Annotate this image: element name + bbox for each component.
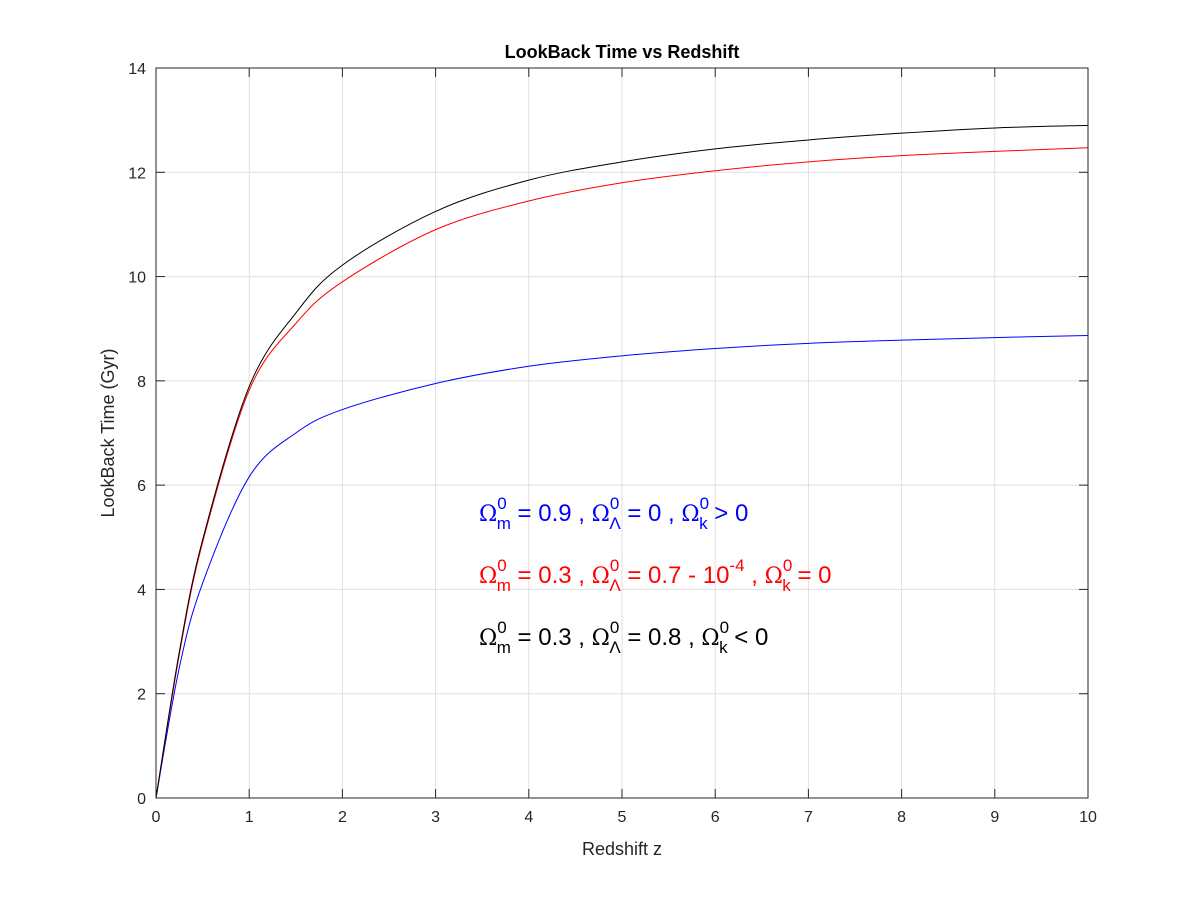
omega-symbol: Ω	[479, 502, 498, 527]
omega-symbol: Ω	[764, 564, 783, 589]
text: = 0	[790, 562, 832, 589]
omega-symbol: Ω	[479, 564, 498, 589]
omega-symbol: Ω	[591, 564, 610, 589]
series-line-1	[155, 147, 1089, 799]
omega-symbol: Ω	[591, 626, 610, 651]
x-tick-label: 1	[245, 809, 254, 826]
y-tick-label: 2	[137, 687, 146, 704]
subscript: k	[699, 514, 708, 533]
subscript: m	[496, 638, 511, 657]
text: ,	[744, 562, 765, 589]
omega-symbol: Ω	[591, 502, 610, 527]
superscript: 0	[609, 494, 620, 513]
superscript: 0	[699, 494, 710, 513]
subscript: k	[782, 576, 791, 595]
annotation-0: Ω0m = 0.9 , Ω0Λ = 0 , Ω0k > 0	[479, 494, 748, 534]
superscript: 0	[782, 556, 793, 575]
series-line-0	[155, 334, 1089, 799]
superscript: 0	[497, 618, 507, 637]
y-tick-label: 4	[137, 582, 146, 599]
x-tick-label: 9	[990, 809, 999, 826]
x-tick-label: 3	[431, 809, 440, 826]
subscript: Λ	[609, 514, 621, 533]
subscript: m	[496, 514, 511, 533]
subscript: m	[496, 576, 511, 595]
text: = 0.7 - 10	[620, 562, 730, 589]
text: < 0	[727, 624, 769, 651]
superscript: 0	[719, 618, 730, 637]
y-tick-label: 6	[137, 478, 146, 495]
annotation-2: Ω0m = 0.3 , Ω0Λ = 0.8 , Ω0k < 0	[479, 618, 768, 658]
x-tick-label: 8	[897, 809, 906, 826]
y-tick-label: 10	[128, 270, 146, 287]
text: = 0 ,	[620, 500, 682, 527]
series-line-2	[155, 124, 1089, 799]
y-axis-label: LookBack Time (Gyr)	[98, 348, 118, 517]
x-tick-label: 5	[618, 809, 627, 826]
subscript: Λ	[609, 576, 621, 595]
x-tick-label: 7	[804, 809, 813, 826]
superscript: 0	[609, 556, 620, 575]
x-tick-label: 2	[338, 809, 347, 826]
text: = 0.3 ,	[510, 624, 592, 651]
annotation-1: Ω0m = 0.3 , Ω0Λ = 0.7 - 10-4 , Ω0k = 0	[479, 556, 832, 596]
text: = 0.8 ,	[620, 624, 702, 651]
omega-symbol: Ω	[701, 626, 720, 651]
y-tick-label: 0	[137, 791, 146, 808]
superscript: 0	[497, 494, 507, 513]
y-tick-label: 14	[128, 61, 146, 78]
x-axis-label: Redshift z	[582, 839, 662, 859]
omega-symbol: Ω	[479, 626, 498, 651]
y-tick-label: 8	[137, 374, 146, 391]
chart-title: LookBack Time vs Redshift	[505, 42, 740, 62]
superscript: 0	[497, 556, 507, 575]
text: = 0.9 ,	[510, 500, 592, 527]
x-tick-label: 6	[711, 809, 720, 826]
y-tick-label: 12	[128, 165, 146, 182]
x-tick-label: 0	[152, 809, 161, 826]
text: > 0	[707, 500, 749, 527]
subscript: Λ	[609, 638, 621, 657]
exponent: -4	[729, 556, 745, 575]
text: = 0.3 ,	[510, 562, 592, 589]
subscript: k	[719, 638, 728, 657]
x-tick-label: 10	[1079, 809, 1097, 826]
x-tick-label: 4	[524, 809, 533, 826]
superscript: 0	[609, 618, 620, 637]
omega-symbol: Ω	[681, 502, 700, 527]
